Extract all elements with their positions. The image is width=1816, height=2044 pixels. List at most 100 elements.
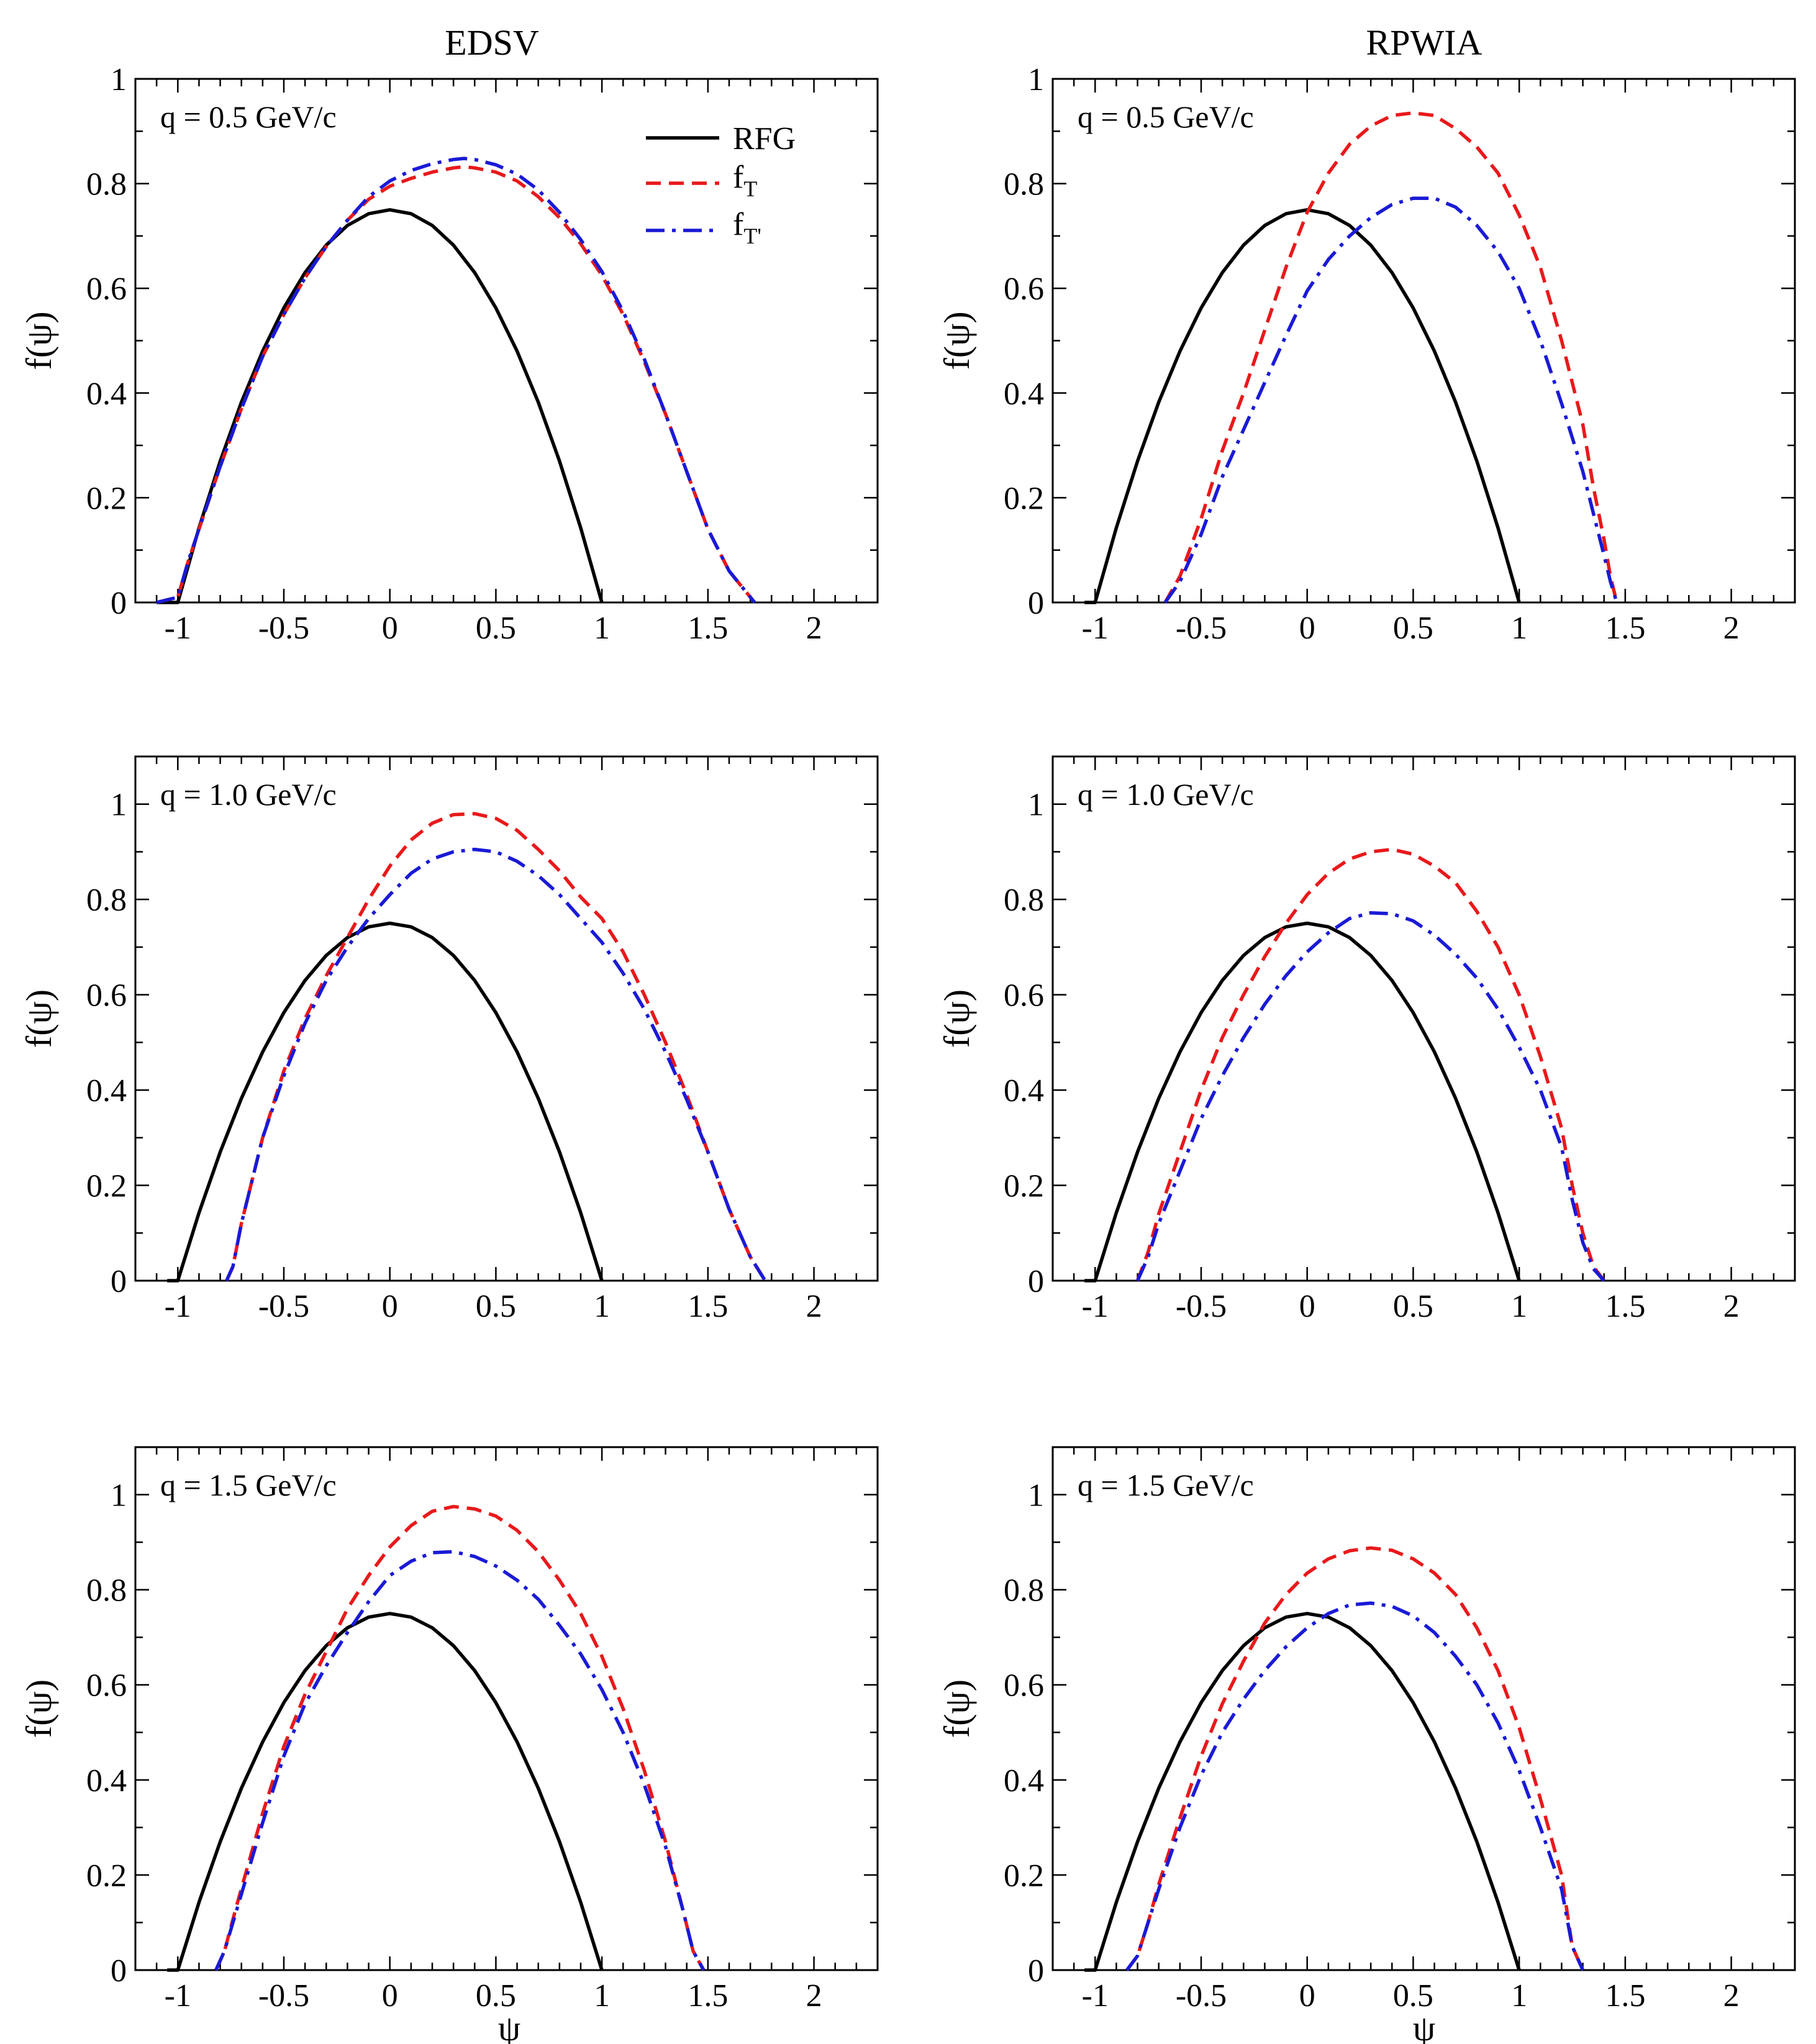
y-tick-label: 0.4 [1004,376,1044,412]
x-tick-label: 0.5 [1393,611,1433,646]
x-tick-label: 0.5 [476,611,516,646]
x-tick-label: 0 [1299,1289,1315,1324]
plot-frame [1051,755,1796,1282]
plot-frame [1051,1446,1796,1971]
q-annotation: q = 0.5 GeV/c [1078,99,1254,134]
y-tick-label: 0.6 [86,271,127,307]
legend-label-ftp: fT' [733,207,761,248]
x-tick-label: -0.5 [1176,611,1227,646]
series-ft-line [225,812,767,1282]
x-tick-label: 1.5 [1605,611,1645,646]
x-tick-label: 2 [1723,611,1740,646]
x-tick-label: 0.5 [476,1978,516,2014]
x-tick-label: 1.5 [688,1978,728,2014]
y-tick-label: 0.2 [1004,1858,1044,1894]
x-axis-label-right: ψ [1413,2008,1435,2044]
series-ftp-line [1125,1601,1585,1971]
y-tick-label: 0.8 [1004,167,1044,202]
y-tick-label: 0.8 [1004,883,1044,918]
y-tick-label: 0.8 [86,883,127,918]
y-axis-label: f(ψ) [937,1679,977,1738]
y-tick-label: 0.4 [1004,1073,1044,1109]
x-tick-label: -0.5 [1176,1289,1227,1324]
y-tick-label: 0.6 [86,978,127,1014]
y-tick-label: 0.2 [86,1858,127,1894]
series-rfg-line [157,208,604,604]
series-ftp-line [1163,196,1619,604]
y-tick-label: 0.4 [1004,1763,1044,1799]
y-tick-label: 0.2 [86,1169,127,1204]
column-title-edsv: EDSV [445,22,539,63]
y-tick-label: 0 [1028,586,1044,621]
y-tick-label: 1 [1028,1478,1044,1514]
y-axis-label: f(ψ) [937,989,977,1048]
series-rfg-line [167,1612,604,1972]
series-rfg-line [1084,1612,1521,1972]
y-tick-label: 0.6 [1004,271,1044,307]
panel-rpwia-3: -1 -0.5 0 0.5 1 1.5 2 0 0.2 0.4 0.6 0.8 1 f(ψ) q = 1.5… [937,1446,1796,2014]
y-tick-label: 1 [111,788,127,823]
series-ftp-line [225,847,767,1282]
plot-frame [134,1446,879,1971]
panels: -1 -0.5 0 0.5 1 1.5 2 0 0.2 0.4 0.6 0.8 1 f(ψ) q = 0.5… [19,62,1796,2014]
y-tick-label: 1 [111,62,127,98]
legend-subscript-ftp: T' [743,224,761,248]
plot-frame [1051,78,1796,604]
y-tick-label: 0.8 [1004,1573,1044,1609]
y-tick-label: 1 [111,1478,127,1514]
series-ftp-line [1136,911,1605,1282]
q-annotation: q = 1.5 GeV/c [160,1468,337,1502]
x-tick-label: 2 [806,1289,822,1324]
y-axis-label: f(ψ) [937,311,977,370]
q-annotation: q = 0.5 GeV/c [160,99,337,134]
x-tick-label: 2 [1723,1289,1740,1324]
y-tick-label: 0.6 [1004,1668,1044,1704]
y-axis-label: f(ψ) [19,1679,59,1738]
x-tick-label: -1 [1082,1978,1109,2014]
panel-rpwia-1: -1 -0.5 0 0.5 1 1.5 2 0 0.2 0.4 0.6 0.8 1 f(ψ) q = 0.5… [937,62,1796,646]
x-tick-label: 0.5 [476,1289,516,1324]
y-tick-label: 0 [1028,1264,1044,1299]
series-ft-line [214,1504,706,1971]
y-tick-label: 0.2 [86,481,127,516]
series-ftp-line [214,1550,706,1971]
y-tick-label: 1 [1028,788,1044,823]
x-axis-label-left: ψ [498,2008,520,2044]
series-rfg-line [1084,208,1521,604]
plot-frame [134,755,879,1282]
series-rfg-line [167,921,604,1283]
y-tick-label: 0 [111,1953,127,1989]
q-annotation: q = 1.0 GeV/c [160,777,337,812]
y-tick-label: 0.8 [86,1573,127,1609]
series-ft-line [1136,847,1605,1282]
series-ft-line [1163,111,1619,604]
y-axis-label: f(ψ) [19,311,59,370]
x-tick-label: 0 [382,1289,398,1324]
legend-label-rfg: RFG [733,121,796,157]
x-tick-label: 0 [382,1978,398,2014]
x-tick-label: 1.5 [1605,1289,1645,1324]
q-annotation: q = 1.5 GeV/c [1078,1468,1254,1502]
x-tick-label: 2 [806,1978,822,2014]
x-tick-label: 2 [806,611,822,646]
legend-label-ft: fT [733,160,757,201]
x-tick-label: -1 [1082,1289,1109,1324]
x-tick-label: -0.5 [258,611,309,646]
x-tick-label: 1 [1511,1978,1527,2014]
x-tick-label: 1.5 [1605,1978,1645,2014]
x-tick-label: -0.5 [1176,1978,1227,2014]
x-tick-label: -1 [165,1978,191,2014]
x-tick-label: -1 [1082,611,1109,646]
y-tick-label: 0.2 [1004,1169,1044,1204]
x-tick-label: 1.5 [688,611,728,646]
x-tick-label: 0 [1299,1978,1315,2014]
panel-rpwia-2: -1 -0.5 0 0.5 1 1.5 2 0 0.2 0.4 0.6 0.8 1 f(ψ) q = 1.0… [937,755,1796,1324]
column-title-rpwia: RPWIA [1366,22,1482,63]
y-tick-label: 0.4 [86,1763,127,1799]
x-tick-label: 1 [1511,611,1527,646]
series-rfg-line [1084,921,1521,1283]
y-tick-label: 1 [1028,62,1044,98]
x-tick-label: 1 [1511,1289,1527,1324]
plot-frame [134,78,879,604]
